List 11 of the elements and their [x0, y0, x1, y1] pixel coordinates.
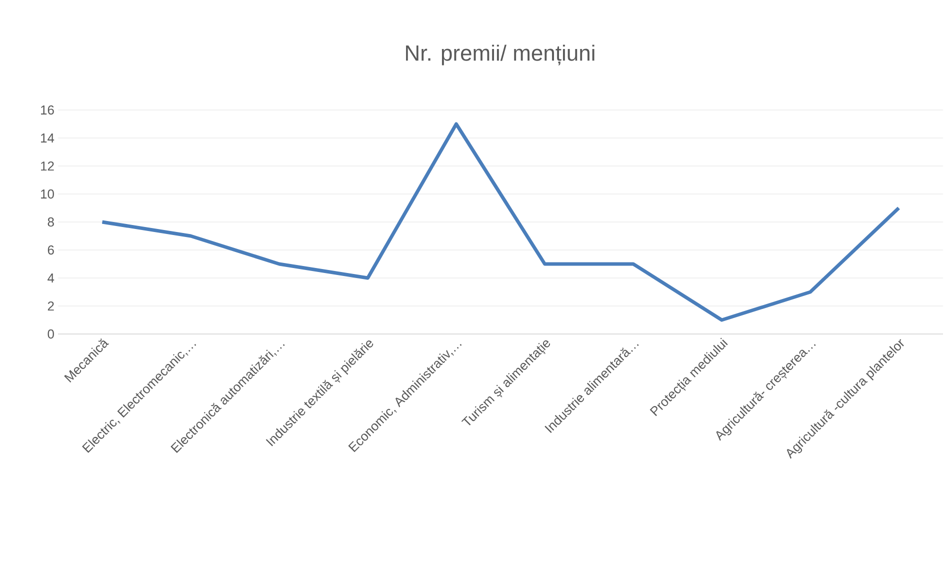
y-tick-label: 14 — [41, 134, 54, 142]
y-tick-label: 6 — [48, 245, 54, 255]
chart-title: Nr. premii/ mențiuni — [406, 44, 594, 66]
y-tick-label: 16 — [41, 105, 54, 115]
y-tick-label: 8 — [48, 217, 54, 227]
y-tick-label: 4 — [48, 274, 54, 282]
y-tick-label: 2 — [48, 301, 54, 311]
y-tick-label: 0 — [48, 329, 54, 339]
line-series — [100, 122, 901, 322]
y-tick-label: 12 — [41, 161, 54, 171]
y-tick-label: 10 — [41, 189, 54, 199]
